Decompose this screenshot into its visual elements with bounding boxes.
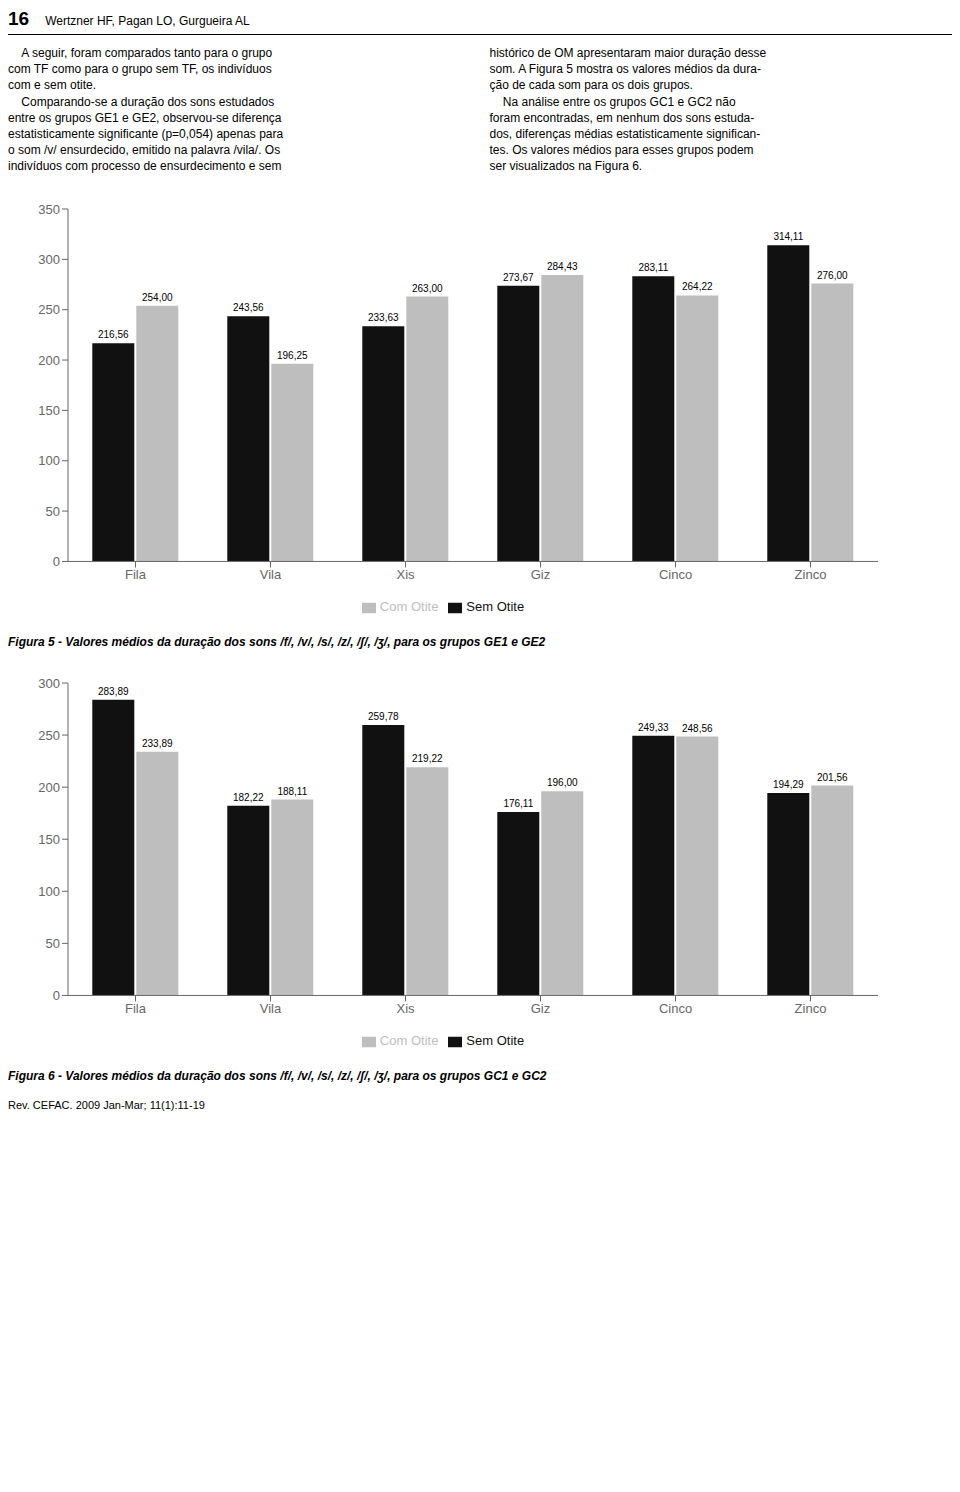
svg-text:176,11: 176,11 (503, 798, 533, 809)
svg-text:314,11: 314,11 (773, 231, 803, 242)
svg-text:Zinco: Zinco (795, 566, 827, 581)
svg-text:264,22: 264,22 (682, 281, 713, 292)
svg-text:300: 300 (38, 675, 60, 690)
svg-text:194,29: 194,29 (773, 779, 804, 790)
svg-text:300: 300 (38, 251, 60, 266)
html-text:Figura 6 - Valores médios da d: Figura 6 - Valores médios da duração dos… (8, 1068, 547, 1083)
html-text:A seguir, foram comparados tan: A seguir, foram comparados tanto para o … (8, 46, 284, 174)
svg-text:Giz: Giz (531, 1000, 551, 1015)
svg-text:Zinco: Zinco (795, 1000, 827, 1015)
svg-text:150: 150 (38, 403, 60, 418)
svg-text:Cinco: Cinco (659, 1000, 692, 1015)
svg-text:233,89: 233,89 (142, 737, 173, 748)
svg-text:259,78: 259,78 (368, 710, 399, 721)
html-text:histórico de OM apresentaram m: histórico de OM apresentaram maior duraç… (489, 46, 767, 174)
svg-text:50: 50 (46, 503, 60, 518)
svg-text:150: 150 (38, 831, 60, 846)
svg-text:Vila: Vila (260, 566, 282, 581)
html-text:Wertzner HF, Pagan LO, Gurguei: Wertzner HF, Pagan LO, Gurgueira AL (45, 14, 250, 28)
svg-text:100: 100 (38, 883, 60, 898)
svg-text:Cinco: Cinco (659, 566, 692, 581)
html-text:16: 16 (8, 8, 30, 29)
html-text:Sem Otite: Sem Otite (466, 598, 525, 614)
html-text:Com Otite: Com Otite (379, 1032, 439, 1048)
svg-text:Xis: Xis (396, 566, 415, 581)
svg-text:273,67: 273,67 (503, 271, 534, 282)
svg-text:Giz: Giz (531, 566, 551, 581)
svg-text:254,00: 254,00 (142, 291, 173, 302)
svg-text:219,22: 219,22 (412, 753, 443, 764)
svg-text:50: 50 (46, 935, 60, 950)
svg-text:Xis: Xis (396, 1000, 415, 1015)
svg-text:182,22: 182,22 (233, 791, 264, 802)
svg-text:100: 100 (38, 453, 60, 468)
svg-text:196,25: 196,25 (277, 349, 308, 360)
svg-text:Fila: Fila (125, 566, 147, 581)
svg-text:248,56: 248,56 (682, 722, 713, 733)
html-text:Com Otite: Com Otite (379, 598, 439, 614)
svg-text:276,00: 276,00 (817, 269, 848, 280)
svg-text:283,89: 283,89 (98, 685, 129, 696)
html-text:Figura 5 - Valores médios da d: Figura 5 - Valores médios da duração dos… (8, 634, 546, 649)
svg-text:250: 250 (38, 727, 60, 742)
svg-text:249,33: 249,33 (638, 721, 669, 732)
svg-text:Fila: Fila (125, 1000, 147, 1015)
svg-text:233,63: 233,63 (368, 312, 399, 323)
svg-text:263,00: 263,00 (412, 282, 443, 293)
svg-text:283,11: 283,11 (638, 262, 668, 273)
svg-text:196,00: 196,00 (547, 777, 578, 788)
html-text:Rev. CEFAC. 2009 Jan-Mar; 11(1: Rev. CEFAC. 2009 Jan-Mar; 11(1):11-19 (8, 1098, 205, 1111)
svg-text:216,56: 216,56 (98, 329, 129, 340)
svg-text:350: 350 (38, 201, 60, 216)
svg-text:201,56: 201,56 (817, 771, 848, 782)
svg-text:0: 0 (53, 554, 60, 569)
svg-text:200: 200 (38, 352, 60, 367)
svg-text:200: 200 (38, 779, 60, 794)
svg-text:250: 250 (38, 302, 60, 317)
svg-text:188,11: 188,11 (277, 785, 307, 796)
svg-text:243,56: 243,56 (233, 302, 264, 313)
html-text:Sem Otite: Sem Otite (466, 1032, 525, 1048)
svg-text:284,43: 284,43 (547, 261, 578, 272)
svg-text:Vila: Vila (260, 1000, 282, 1015)
svg-text:0: 0 (53, 988, 60, 1003)
